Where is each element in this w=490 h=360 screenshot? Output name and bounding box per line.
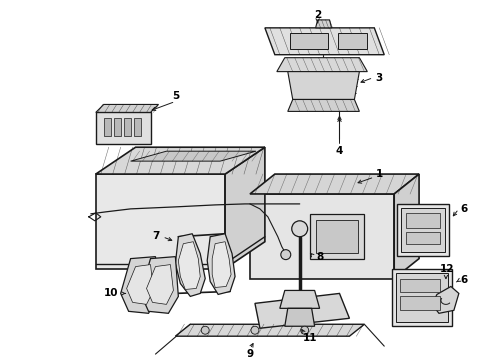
Text: 6: 6 [460, 275, 467, 285]
Polygon shape [285, 309, 315, 326]
Polygon shape [141, 257, 178, 313]
Polygon shape [288, 72, 359, 99]
Polygon shape [288, 99, 359, 111]
Circle shape [301, 326, 309, 334]
Bar [104, 118, 111, 136]
Polygon shape [280, 291, 319, 309]
Bar [406, 213, 440, 228]
Bar [396, 273, 448, 322]
Circle shape [201, 326, 209, 334]
Polygon shape [96, 104, 158, 112]
Polygon shape [121, 257, 158, 313]
Text: 12: 12 [440, 264, 454, 274]
Polygon shape [392, 269, 452, 326]
Bar [310, 214, 365, 258]
Polygon shape [147, 265, 173, 304]
Text: 5: 5 [172, 91, 179, 102]
Polygon shape [207, 234, 235, 294]
Polygon shape [96, 174, 225, 269]
Bar [134, 118, 141, 136]
Polygon shape [96, 112, 150, 144]
Text: 9: 9 [246, 349, 253, 359]
Polygon shape [178, 242, 200, 289]
Bar [316, 220, 358, 253]
Polygon shape [316, 20, 332, 28]
Polygon shape [277, 58, 368, 72]
Text: 6: 6 [460, 204, 467, 214]
Bar [400, 279, 440, 292]
Bar [114, 118, 121, 136]
Text: 10: 10 [103, 288, 118, 298]
Polygon shape [131, 151, 256, 161]
Polygon shape [96, 147, 265, 174]
Circle shape [292, 221, 308, 237]
Polygon shape [212, 242, 231, 287]
Bar [406, 232, 440, 244]
Polygon shape [255, 293, 349, 328]
Polygon shape [250, 174, 419, 194]
Polygon shape [126, 265, 153, 304]
Text: 7: 7 [152, 231, 159, 241]
Text: 4: 4 [336, 146, 343, 156]
Polygon shape [175, 324, 365, 336]
Polygon shape [394, 174, 419, 279]
Bar [400, 296, 440, 310]
Polygon shape [265, 28, 384, 55]
Text: 11: 11 [302, 333, 317, 343]
Bar [338, 33, 368, 49]
Text: 1: 1 [376, 169, 383, 179]
Text: 8: 8 [316, 252, 323, 262]
Bar [401, 208, 445, 252]
Bar [290, 33, 327, 49]
Circle shape [251, 326, 259, 334]
Text: 2: 2 [314, 10, 321, 20]
Polygon shape [175, 234, 205, 296]
Polygon shape [250, 194, 394, 279]
Polygon shape [432, 287, 459, 313]
Text: 3: 3 [376, 73, 383, 82]
Polygon shape [225, 147, 265, 269]
Polygon shape [397, 204, 449, 256]
Circle shape [281, 250, 291, 260]
Bar [123, 118, 131, 136]
